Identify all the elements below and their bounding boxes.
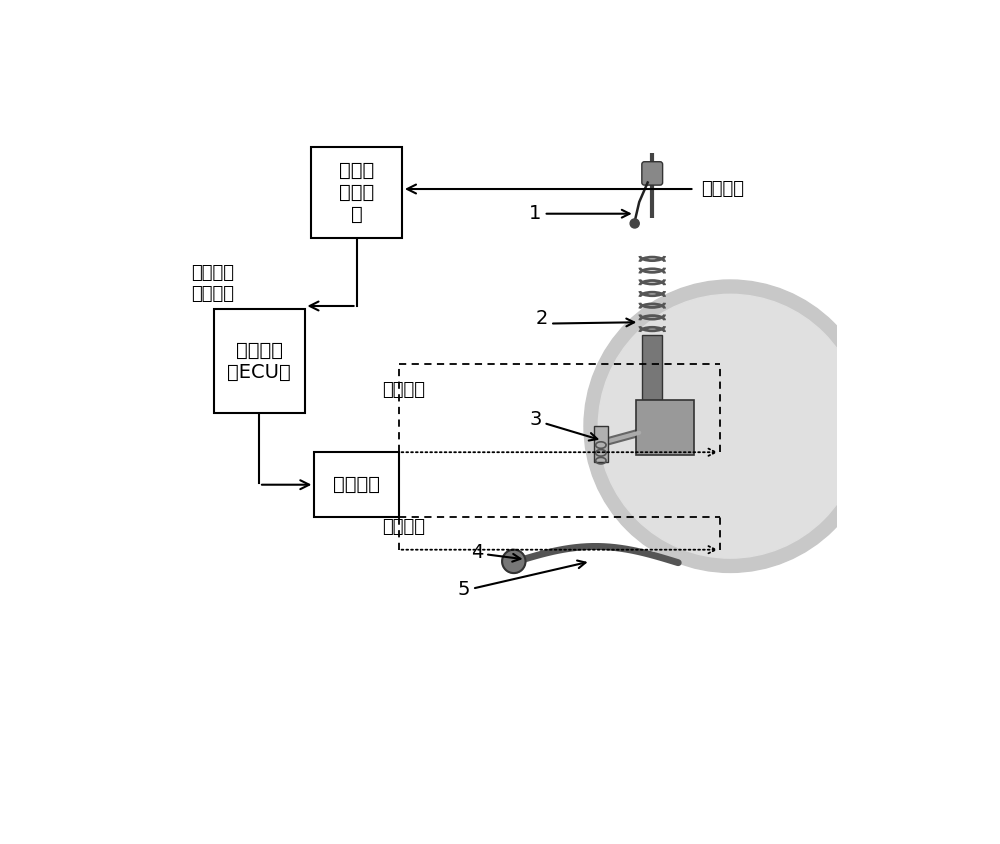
FancyBboxPatch shape <box>214 309 305 414</box>
Text: 1: 1 <box>529 204 542 223</box>
Text: 车身运动
反馈信号: 车身运动 反馈信号 <box>191 264 234 303</box>
Text: 车身质心: 车身质心 <box>701 180 744 198</box>
Circle shape <box>598 295 862 558</box>
FancyBboxPatch shape <box>311 147 402 238</box>
FancyBboxPatch shape <box>642 162 663 185</box>
Circle shape <box>630 219 639 228</box>
Text: 4: 4 <box>471 544 483 562</box>
FancyBboxPatch shape <box>594 426 608 462</box>
Text: 电控单元
（ECU）: 电控单元 （ECU） <box>227 341 291 381</box>
Circle shape <box>584 280 876 572</box>
FancyBboxPatch shape <box>642 335 662 400</box>
Circle shape <box>502 549 525 573</box>
Text: 控制信号: 控制信号 <box>383 381 426 399</box>
FancyBboxPatch shape <box>636 400 694 456</box>
Text: 驱动模块: 驱动模块 <box>333 475 380 495</box>
FancyBboxPatch shape <box>314 452 399 517</box>
Text: 2: 2 <box>536 310 548 328</box>
Text: 控制信号: 控制信号 <box>383 518 426 536</box>
Text: 3: 3 <box>529 410 542 430</box>
Text: 角加速
度传感
器: 角加速 度传感 器 <box>339 160 374 224</box>
Text: 5: 5 <box>458 581 470 599</box>
